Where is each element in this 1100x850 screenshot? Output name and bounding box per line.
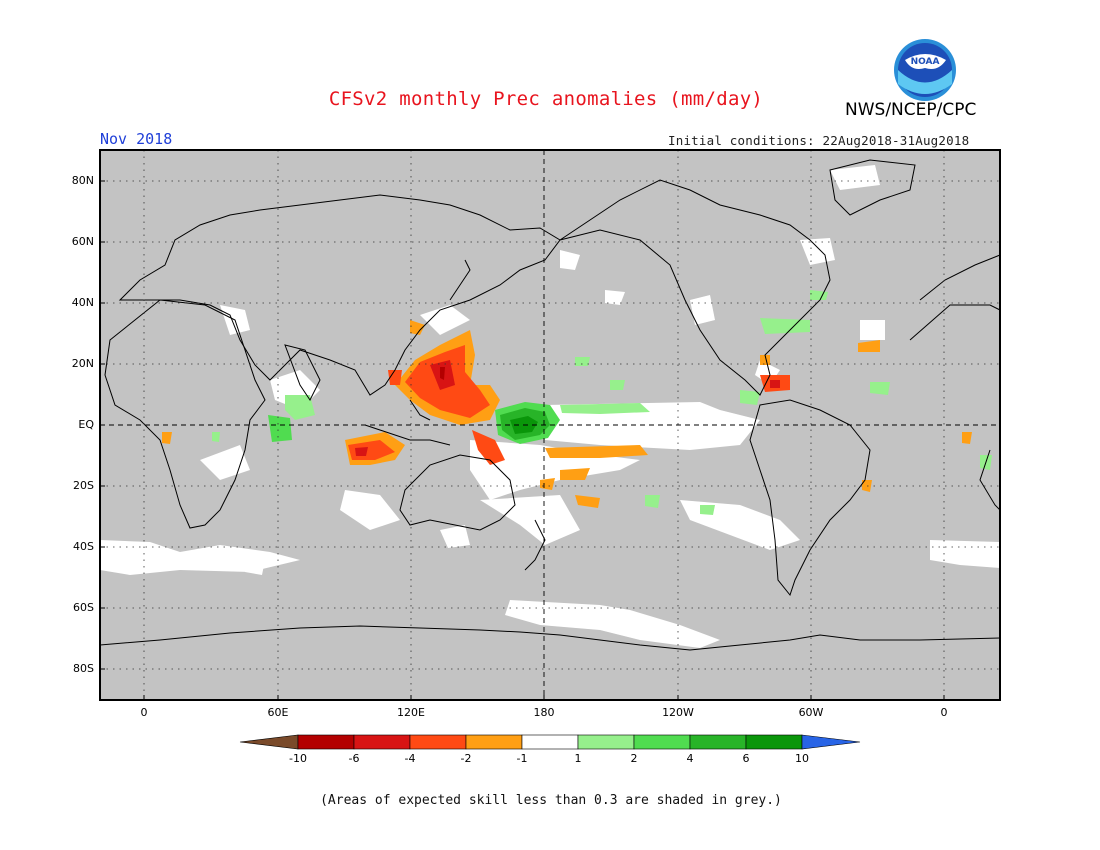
lon-label: 60W: [798, 706, 824, 719]
forecast-month: Nov 2018: [100, 130, 173, 148]
colorbar-cell-2: [353, 734, 411, 750]
colorbar-label: -10: [289, 752, 307, 765]
lon-label: 0: [140, 706, 148, 719]
colorbar-label: -1: [516, 752, 528, 765]
colorbar: [239, 734, 861, 750]
colorbar-label: 10: [795, 752, 809, 765]
noaa-logo: NOAA: [894, 39, 956, 101]
noaa-logo-text: NOAA: [911, 57, 940, 67]
lat-label: 80S: [73, 662, 94, 675]
colorbar-cell-1: [297, 734, 355, 750]
lon-label: 120E: [397, 706, 425, 719]
colorbar-cell-6: [577, 734, 635, 750]
colorbar-label: 4: [686, 752, 694, 765]
lat-label: 40S: [73, 540, 94, 553]
colorbar-label: 6: [742, 752, 750, 765]
lat-label: 60N: [71, 235, 94, 248]
skill-footnote: (Areas of expected skill less than 0.3 a…: [320, 793, 782, 808]
lon-label: 120W: [662, 706, 694, 719]
lon-label: 180: [533, 706, 555, 719]
colorbar-cell-3: [409, 734, 467, 750]
coastlines: [99, 159, 1001, 651]
colorbar-cell-8: [689, 734, 747, 750]
axis-ticks: [100, 180, 945, 700]
colorbar-cell-7: [633, 734, 691, 750]
colorbar-label: 2: [630, 752, 638, 765]
colorbar-cell-9: [745, 734, 803, 750]
chart-title: CFSv2 monthly Prec anomalies (mm/day): [328, 88, 764, 110]
center-axes: [100, 150, 1000, 700]
agency-label: NWS/NCEP/CPC: [845, 100, 977, 120]
map-plot: [99, 149, 1001, 701]
colorbar-label: -2: [460, 752, 472, 765]
lat-label: 80N: [71, 174, 94, 187]
colorbar-cell-5: [521, 734, 579, 750]
colorbar-label: 1: [574, 752, 582, 765]
initial-conditions: Initial conditions: 22Aug2018-31Aug2018: [668, 133, 970, 148]
colorbar-cell-10: [801, 734, 861, 750]
lat-label: 40N: [71, 296, 94, 309]
colorbar-label: -6: [348, 752, 360, 765]
lat-label: EQ: [78, 418, 94, 431]
colorbar-label: -4: [404, 752, 416, 765]
lat-label: 20N: [71, 357, 94, 370]
dry-anomaly-regions: [162, 320, 972, 508]
lon-label: 0: [940, 706, 948, 719]
lat-label: 60S: [73, 601, 94, 614]
lon-label: 60E: [267, 706, 289, 719]
colorbar-cell-0: [239, 734, 299, 750]
colorbar-cell-4: [465, 734, 523, 750]
lat-label: 20S: [73, 479, 94, 492]
graticule: [100, 150, 1000, 700]
